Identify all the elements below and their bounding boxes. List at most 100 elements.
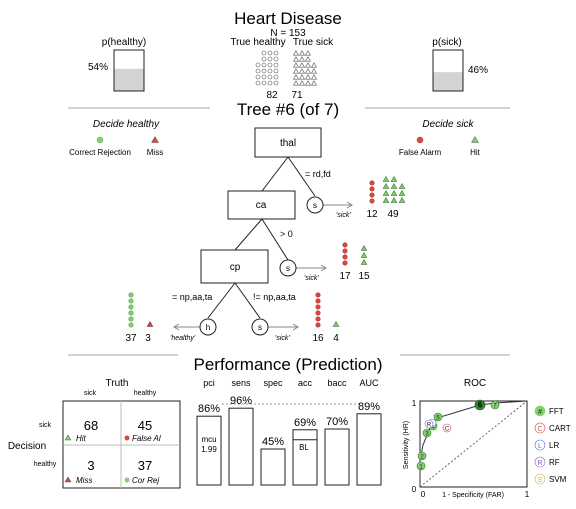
hit-icon xyxy=(391,177,397,182)
count-cp-hit: 4 xyxy=(333,333,339,344)
node-thal-label: thal xyxy=(280,138,296,149)
roc-point-label: 6 xyxy=(478,401,483,410)
roc-tick-1: 1 xyxy=(412,399,417,408)
truth-label: Truth xyxy=(106,378,129,389)
leaf-letter: s xyxy=(258,323,262,332)
p-sick-label: p(sick) xyxy=(432,37,461,48)
healthy-person-icon xyxy=(268,81,272,85)
leaf-letter: h xyxy=(206,323,210,332)
edge-label-thal: = rd,fd xyxy=(305,169,331,179)
legend-correct-rejection: Correct Rejection xyxy=(69,148,131,157)
false-alarm-icon xyxy=(343,261,347,265)
sick-person-icon xyxy=(300,75,305,79)
hit-icon xyxy=(383,191,389,196)
healthy-person-icon xyxy=(262,81,266,85)
miss-count: 3 xyxy=(87,458,94,473)
sick-person-icon xyxy=(300,57,305,61)
false-alarm-icon xyxy=(370,193,374,197)
true-sick-icons xyxy=(294,51,317,85)
false-alarm-icon xyxy=(343,249,347,253)
true-sick-label: True sick xyxy=(293,37,334,48)
hit-icon xyxy=(472,137,479,143)
hit-icon xyxy=(391,191,397,196)
sick-person-icon xyxy=(306,51,311,55)
metric-bar-bacc xyxy=(325,429,349,485)
metric-value-bacc: 70% xyxy=(326,416,348,428)
leaf-letter: s xyxy=(313,201,317,210)
correct-rejection-icon xyxy=(97,137,103,143)
count-cp-miss: 3 xyxy=(145,333,151,344)
sick-person-icon xyxy=(294,57,299,61)
false-alarm-count: 45 xyxy=(138,418,152,433)
metric-value-sens: 96% xyxy=(230,395,252,407)
correct-rejection-icon xyxy=(129,323,133,327)
metric-name-spec: spec xyxy=(263,378,283,388)
node-ca-label: ca xyxy=(256,200,267,211)
hit-icon xyxy=(383,184,389,189)
healthy-person-icon xyxy=(274,57,278,61)
false-alarm-icon xyxy=(316,299,320,303)
edge-label-cp-right: != np,aa,ta xyxy=(253,292,296,302)
hit-icon xyxy=(333,322,339,327)
sick-person-icon xyxy=(312,75,317,79)
count-ca-fa: 17 xyxy=(339,271,351,282)
decide-sick-label: Decide sick xyxy=(422,119,474,130)
roc-tick-0: 0 xyxy=(412,485,417,494)
healthy-person-icon xyxy=(268,69,272,73)
metric-bars: 86%pci96%sens45%spec69%acc70%bacc89%AUC xyxy=(197,378,381,485)
false-alarm-icon xyxy=(343,243,347,247)
legend-false-alarm: False Alarm xyxy=(399,148,442,157)
false-alarm-icon xyxy=(370,199,374,203)
true-healthy-icons xyxy=(256,51,278,85)
roc-point-label: R xyxy=(427,423,432,429)
count-cp-cr: 37 xyxy=(125,333,137,344)
metric-name-acc: acc xyxy=(298,378,313,388)
p-sick-value: 46% xyxy=(468,65,488,76)
roc-point-label: C xyxy=(445,427,450,433)
p-healthy-fill xyxy=(114,69,144,91)
roc-legend-symbol: # xyxy=(538,409,542,416)
hit-icon xyxy=(361,260,367,265)
legend-hit: Hit xyxy=(470,148,481,157)
decision-sick: sick xyxy=(39,422,52,429)
p-sick-fill xyxy=(433,72,463,91)
false-alarm-icon xyxy=(316,311,320,315)
metric-bar-acc xyxy=(293,430,317,485)
metric-value-AUC: 89% xyxy=(358,401,380,413)
hit-count: 68 xyxy=(84,418,98,433)
bl-label: BL xyxy=(299,443,309,452)
roc-legend-symbol: S xyxy=(538,477,543,484)
metric-name-bacc: bacc xyxy=(327,378,347,388)
healthy-person-icon xyxy=(256,81,260,85)
sick-person-icon xyxy=(306,81,311,85)
mcu-value: 1.99 xyxy=(201,445,217,454)
sick-person-icon xyxy=(294,63,299,67)
hit-icon xyxy=(391,198,397,203)
decision-label-sick: 'sick' xyxy=(304,275,319,282)
healthy-person-icon xyxy=(262,57,266,61)
healthy-person-icon xyxy=(268,57,272,61)
roc-legend-symbol: L xyxy=(538,443,542,450)
roc-title: ROC xyxy=(464,378,486,389)
correct-rejection-icon xyxy=(129,305,133,309)
hit-label: Hit xyxy=(76,434,87,443)
metric-name-sens: sens xyxy=(231,378,251,388)
correct-rejection-icon xyxy=(129,311,133,315)
healthy-person-icon xyxy=(262,63,266,67)
leaf-letter: s xyxy=(286,264,290,273)
sick-person-icon xyxy=(300,51,305,55)
false-alarm-icon xyxy=(316,305,320,309)
correct-rejection-icon xyxy=(129,293,133,297)
decision-label-sick: 'sick' xyxy=(336,212,351,219)
decision-label-sick: 'sick' xyxy=(275,335,290,342)
false-alarm-icon xyxy=(316,323,320,327)
correct-rejection-icon xyxy=(129,317,133,321)
roc-legend-symbol: C xyxy=(537,426,542,433)
performance-title: Performance (Prediction) xyxy=(194,355,383,374)
hit-icon xyxy=(383,177,389,182)
sick-person-icon xyxy=(294,69,299,73)
healthy-person-icon xyxy=(256,63,260,67)
healthy-person-icon xyxy=(256,69,260,73)
hit-icon xyxy=(361,253,367,258)
